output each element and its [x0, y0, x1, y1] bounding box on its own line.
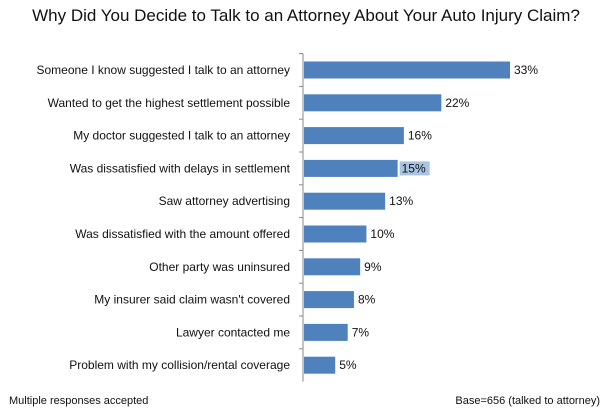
category-label: Was dissatisfied with delays in settleme…	[70, 161, 291, 175]
value-label: 13%	[389, 194, 413, 208]
value-label-highlight	[399, 161, 430, 176]
value-label: 9%	[364, 260, 382, 274]
category-label: Lawyer contacted me	[176, 325, 290, 339]
category-label: My doctor suggested I talk to an attorne…	[73, 129, 290, 143]
category-label: Saw attorney advertising	[159, 194, 290, 208]
bar	[304, 192, 386, 210]
footnote-multiple-responses: Multiple responses accepted	[9, 395, 149, 407]
category-label: Other party was uninsured	[149, 260, 290, 274]
value-label: 10%	[370, 227, 394, 241]
bar	[304, 159, 398, 177]
bar	[304, 356, 336, 374]
value-label: 33%	[514, 63, 538, 77]
bar	[304, 94, 442, 112]
value-label: 5%	[339, 358, 357, 372]
value-label: 8%	[358, 293, 376, 307]
bar	[304, 127, 404, 145]
bar	[304, 258, 361, 276]
category-label: Problem with my collision/rental coverag…	[69, 358, 290, 372]
bar	[304, 323, 348, 341]
value-label: 15%	[402, 161, 426, 175]
bar	[304, 225, 367, 243]
category-label: Was dissatisfied with the amount offered	[75, 227, 290, 241]
category-label: Wanted to get the highest settlement pos…	[48, 96, 291, 110]
category-label: My insurer said claim wasn't covered	[94, 293, 290, 307]
bar	[304, 291, 354, 309]
chart-title: Why Did You Decide to Talk to an Attorne…	[32, 6, 580, 25]
value-label: 16%	[408, 129, 432, 143]
footnote-base: Base=656 (talked to attorney)	[455, 395, 600, 407]
value-label: 22%	[445, 96, 469, 110]
bar	[304, 61, 510, 79]
value-label: 7%	[352, 325, 370, 339]
category-label: Someone I know suggested I talk to an at…	[37, 63, 291, 77]
